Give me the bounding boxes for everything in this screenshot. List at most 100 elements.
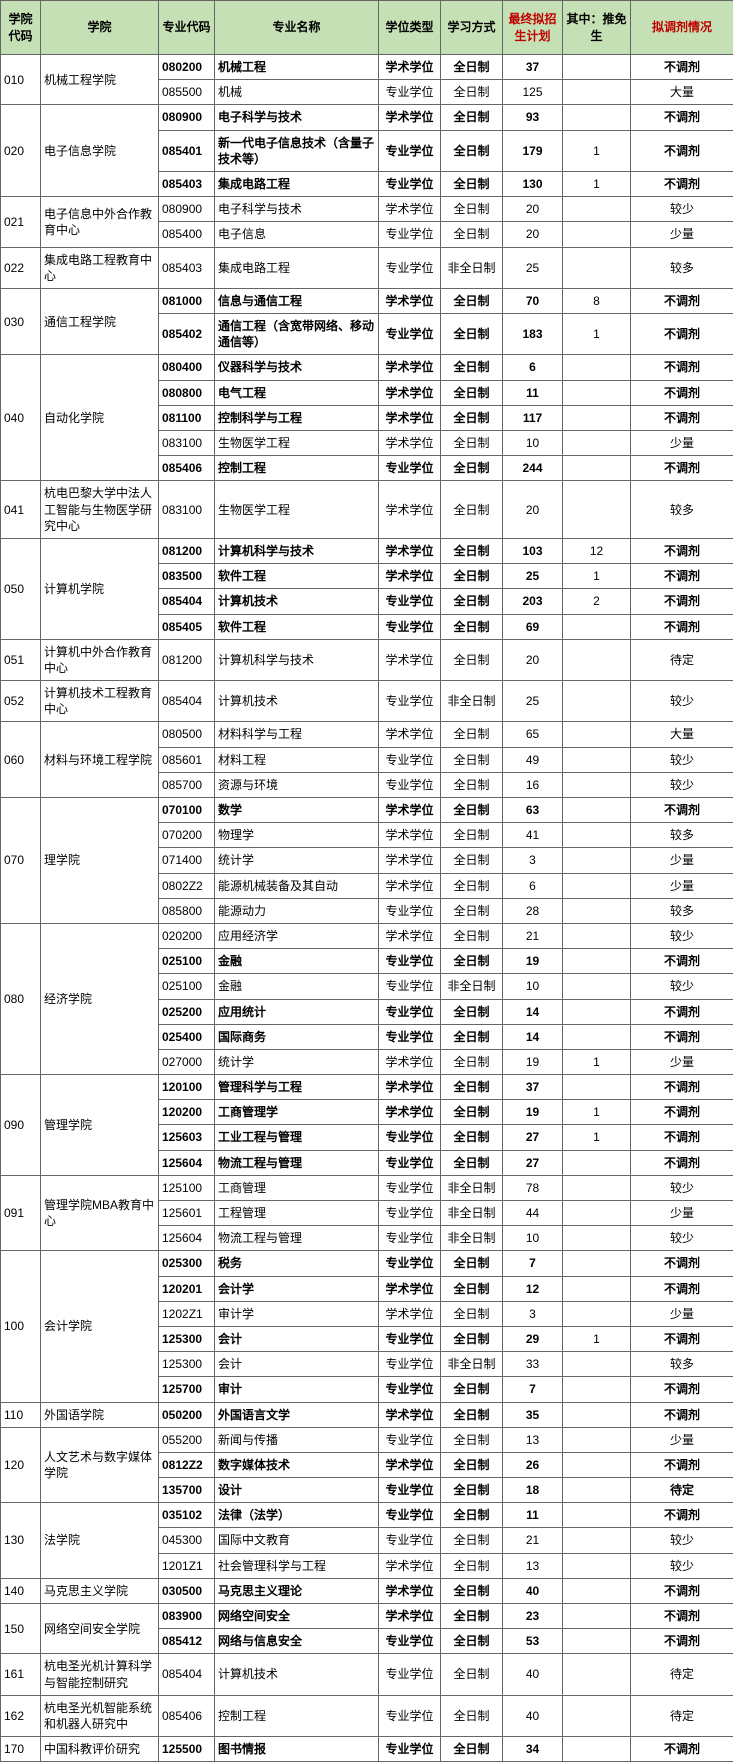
cell-adjust: 少量 [631,1427,733,1452]
table-row: 080经济学院020200应用经济学学术学位全日制21较少 [1,923,733,948]
table-row: 130法学院035102法律（法学）专业学位全日制11不调剂 [1,1503,733,1528]
cell-major-code: 085401 [159,130,215,171]
cell-degree: 学术学位 [379,197,441,222]
cell-adjust: 不调剂 [631,1326,733,1351]
cell-adjust: 不调剂 [631,949,733,974]
cell-adjust: 不调剂 [631,1629,733,1654]
cell-major-name: 数学 [215,798,379,823]
cell-major-code: 085403 [159,171,215,196]
cell-adjust: 较少 [631,974,733,999]
cell-major-name: 工业工程与管理 [215,1125,379,1150]
cell-major-name: 会计 [215,1352,379,1377]
cell-plan: 14 [503,1024,563,1049]
cell-adjust: 待定 [631,1654,733,1695]
table-row: 140马克思主义学院030500马克思主义理论学术学位全日制40不调剂 [1,1578,733,1603]
cell-rec [563,1024,631,1049]
cell-major-code: 081200 [159,639,215,680]
cell-mode: 全日制 [441,456,503,481]
cell-adjust: 少量 [631,1049,733,1074]
cell-plan: 65 [503,722,563,747]
cell-rec: 1 [563,1100,631,1125]
cell-rec [563,355,631,380]
cell-adjust: 少量 [631,873,733,898]
cell-plan: 103 [503,538,563,563]
cell-rec [563,747,631,772]
cell-mode: 全日制 [441,614,503,639]
cell-plan: 19 [503,949,563,974]
cell-degree: 学术学位 [379,538,441,563]
cell-college: 外国语学院 [41,1402,159,1427]
cell-plan: 63 [503,798,563,823]
cell-adjust: 不调剂 [631,798,733,823]
cell-college-code: 060 [1,722,41,798]
cell-mode: 全日制 [441,405,503,430]
cell-major-name: 计算机技术 [215,1654,379,1695]
cell-rec [563,80,631,105]
cell-degree: 专业学位 [379,1352,441,1377]
cell-rec [563,247,631,288]
cell-degree: 专业学位 [379,747,441,772]
cell-major-name: 外国语言文学 [215,1402,379,1427]
cell-college-code: 052 [1,681,41,722]
cell-degree: 专业学位 [379,1251,441,1276]
cell-major-name: 计算机技术 [215,681,379,722]
cell-major-code: 030500 [159,1578,215,1603]
cell-major-name: 工商管理 [215,1175,379,1200]
cell-major-name: 材料工程 [215,747,379,772]
cell-major-name: 能源动力 [215,898,379,923]
table-row: 170中国科教评价研究125500图书情报专业学位全日制34不调剂 [1,1737,733,1762]
table-header: 学院代码 学院 专业代码 专业名称 学位类型 学习方式 最终拟招生计划 其中：推… [1,1,733,55]
cell-rec [563,1427,631,1452]
cell-rec [563,405,631,430]
cell-college-code: 051 [1,639,41,680]
cell-mode: 全日制 [441,431,503,456]
cell-major-code: 080200 [159,55,215,80]
cell-plan: 25 [503,681,563,722]
cell-college: 材料与环境工程学院 [41,722,159,798]
cell-major-code: 085700 [159,772,215,797]
cell-major-code: 085406 [159,1695,215,1736]
table-row: 041杭电巴黎大学中法人工智能与生物医学研究中心083100生物医学工程学术学位… [1,481,733,539]
cell-degree: 专业学位 [379,456,441,481]
cell-rec [563,873,631,898]
cell-mode: 全日制 [441,798,503,823]
cell-major-code: 125300 [159,1326,215,1351]
cell-rec: 12 [563,538,631,563]
cell-major-name: 机械 [215,80,379,105]
cell-adjust: 较少 [631,197,733,222]
cell-rec [563,848,631,873]
cell-mode: 全日制 [441,923,503,948]
cell-major-code: 125300 [159,1352,215,1377]
cell-major-name: 应用经济学 [215,923,379,948]
cell-adjust: 不调剂 [631,1075,733,1100]
cell-adjust: 较多 [631,247,733,288]
cell-college-code: 050 [1,538,41,639]
cell-degree: 学术学位 [379,639,441,680]
cell-plan: 13 [503,1427,563,1452]
cell-major-code: 025100 [159,949,215,974]
cell-degree: 专业学位 [379,1125,441,1150]
cell-plan: 37 [503,1075,563,1100]
cell-college: 中国科教评价研究 [41,1737,159,1762]
cell-major-name: 审计学 [215,1301,379,1326]
cell-plan: 41 [503,823,563,848]
cell-degree: 专业学位 [379,1201,441,1226]
cell-major-code: 027000 [159,1049,215,1074]
cell-college: 电子信息中外合作教育中心 [41,197,159,247]
cell-major-name: 电子科学与技术 [215,105,379,130]
cell-college-code: 080 [1,923,41,1074]
cell-college-code: 020 [1,105,41,197]
table-row: 100会计学院025300税务专业学位全日制7不调剂 [1,1251,733,1276]
table-row: 020电子信息学院080900电子科学与技术学术学位全日制93不调剂 [1,105,733,130]
cell-rec: 1 [563,130,631,171]
cell-plan: 130 [503,171,563,196]
cell-major-name: 网络空间安全 [215,1604,379,1629]
cell-plan: 69 [503,614,563,639]
cell-college: 管理学院 [41,1075,159,1176]
cell-major-code: 085800 [159,898,215,923]
cell-adjust: 较多 [631,481,733,539]
cell-rec [563,431,631,456]
header-mode: 学习方式 [441,1,503,55]
cell-adjust: 较少 [631,772,733,797]
cell-plan: 6 [503,355,563,380]
